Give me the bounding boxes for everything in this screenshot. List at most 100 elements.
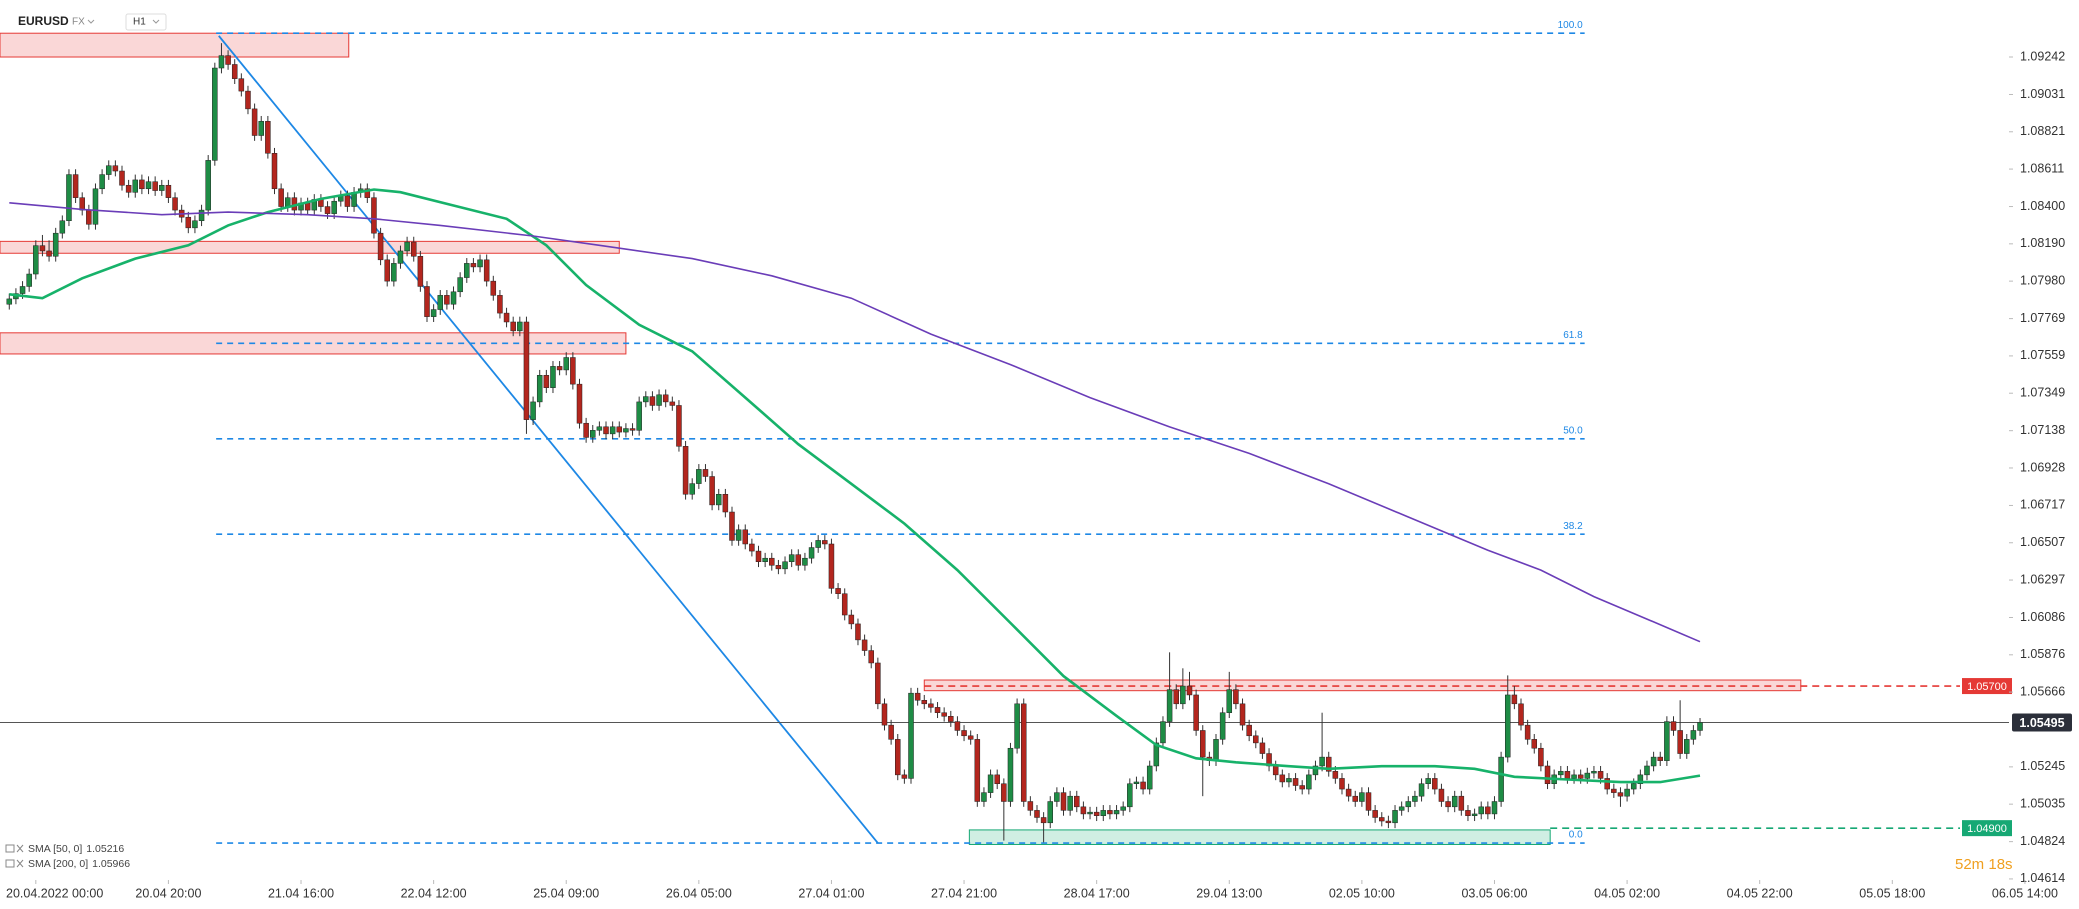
legend-icon[interactable]: [5, 859, 15, 868]
market-dropdown[interactable]: [87, 19, 95, 24]
y-tick-label: 1.08821: [2020, 124, 2065, 138]
candle-body: [1312, 765, 1319, 776]
y-tick-label: 1.07349: [2020, 385, 2065, 399]
candle-body: [1199, 730, 1206, 758]
market[interactable]: FX: [72, 17, 85, 28]
candle-body: [795, 554, 802, 566]
x-tick-label: 06.05 14:00: [1992, 886, 2058, 900]
candle-body: [848, 614, 855, 625]
x-tick-label: 04.05 02:00: [1594, 886, 1660, 900]
candle-body: [769, 557, 775, 566]
candle-body: [417, 256, 424, 287]
timeframe-dropdown[interactable]: [152, 19, 160, 24]
candle-body: [1379, 817, 1385, 822]
candle-body: [1412, 795, 1418, 802]
fib-label: 50.0: [1563, 425, 1583, 436]
candle-body: [1133, 781, 1140, 784]
candle-body: [145, 181, 152, 190]
candle-body: [629, 428, 636, 431]
candle-body: [709, 476, 715, 506]
candle-body: [603, 426, 609, 435]
candle-body: [52, 232, 59, 257]
candle-body: [1405, 801, 1412, 808]
candle-body: [1504, 694, 1511, 758]
candle-body: [1160, 721, 1166, 744]
candle-body: [391, 263, 397, 282]
y-tick-label: 1.05876: [2020, 647, 2065, 661]
candle-body: [1611, 788, 1617, 793]
x-tick-label: 21.04 16:00: [268, 886, 334, 900]
candle-body: [1670, 721, 1677, 731]
candle-body: [1352, 795, 1358, 802]
symbol[interactable]: EURUSD: [18, 14, 69, 28]
candle-body: [1485, 806, 1491, 815]
candle-body: [1637, 774, 1644, 784]
candle-body: [536, 375, 543, 403]
candle-body: [1597, 771, 1604, 779]
sma-line: [9, 202, 1701, 643]
candle-body: [881, 703, 888, 726]
candle-body: [1007, 747, 1014, 802]
candle-body: [788, 554, 795, 562]
candle-body: [656, 394, 662, 406]
candle-body: [1491, 801, 1498, 815]
candle-body: [271, 153, 278, 190]
candle-body: [928, 703, 934, 708]
candle-body: [1014, 703, 1020, 749]
legend-close[interactable]: [16, 844, 24, 853]
candle-body: [457, 277, 463, 293]
candle-body: [33, 245, 39, 275]
x-tick-label: 20.04.2022 00:00: [6, 886, 103, 900]
candle-body: [132, 179, 139, 193]
y-tick-label: 1.07559: [2020, 348, 2065, 362]
candle-body: [1564, 771, 1571, 779]
fib-label: 100.0: [1558, 20, 1583, 31]
x-tick-label: 04.05 22:00: [1727, 886, 1793, 900]
candle-body: [563, 357, 569, 371]
candle-body: [570, 357, 576, 385]
x-tick-label: 29.04 13:00: [1196, 886, 1262, 900]
zone: [968, 829, 1551, 845]
candle-body: [1153, 742, 1160, 767]
candle-body: [1577, 774, 1584, 779]
candle-body: [722, 494, 729, 513]
candle-body: [914, 692, 921, 701]
candle-body: [1306, 774, 1312, 790]
candle-body: [609, 426, 616, 435]
x-tick-label: 20.04 20:00: [135, 886, 201, 900]
candle-body: [596, 426, 603, 431]
timeframe-box[interactable]: [125, 13, 167, 31]
legend-icons: [5, 844, 24, 868]
candle-body: [1080, 806, 1087, 815]
candle-body: [185, 216, 192, 229]
candle-body: [1544, 765, 1551, 784]
candle-body: [1107, 810, 1113, 815]
candle-body: [841, 593, 848, 616]
candle-body: [702, 469, 709, 477]
candle-body: [404, 241, 410, 252]
candle-body: [1239, 703, 1246, 726]
candle-body: [285, 197, 291, 207]
candle-body: [1233, 689, 1239, 705]
candle-body: [550, 366, 556, 388]
candle-body: [1697, 722, 1703, 731]
candle-body: [344, 195, 351, 207]
x-tick-label: 05.05 18:00: [1859, 886, 1925, 900]
legend-icon[interactable]: [5, 844, 15, 853]
timeframe[interactable]: H1: [133, 17, 146, 28]
candle-body: [1186, 685, 1193, 696]
candle-body: [583, 422, 589, 438]
legend-close[interactable]: [16, 859, 24, 868]
candle-body: [861, 639, 868, 651]
candle-body: [1584, 772, 1591, 779]
candle-body: [424, 286, 430, 317]
candle-body: [510, 321, 516, 332]
candle-body: [1226, 689, 1233, 713]
candle-body: [742, 529, 749, 545]
candle-body: [1458, 795, 1465, 811]
price-level-label: 1.04900: [1967, 823, 2007, 835]
candle-body: [1213, 739, 1219, 761]
candle-body: [729, 511, 735, 541]
candle-body: [835, 588, 841, 594]
